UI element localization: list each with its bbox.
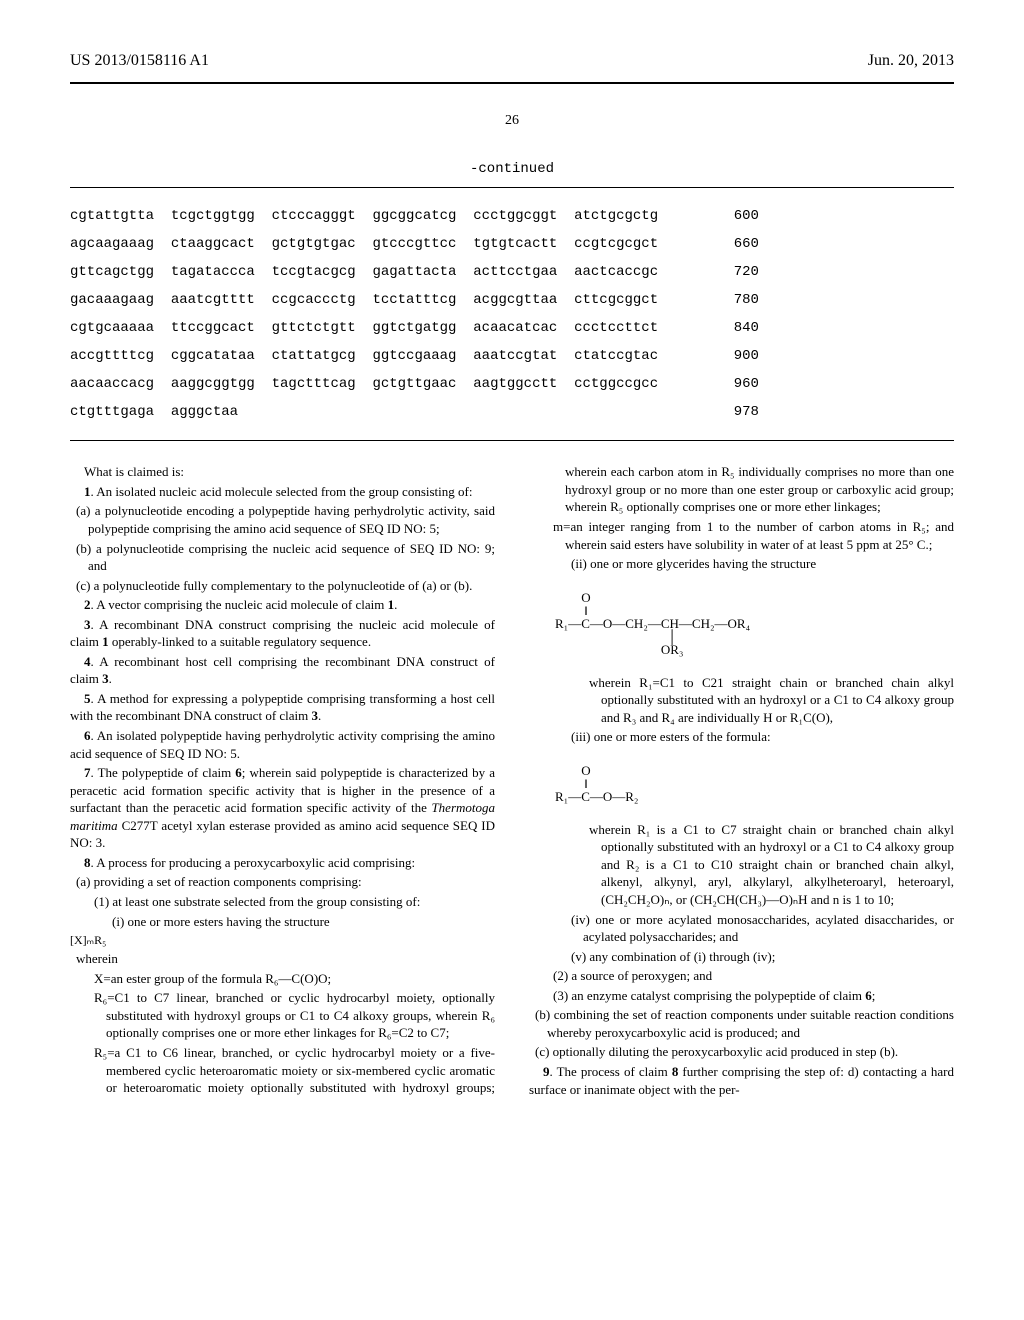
claim-8-a: (a) providing a set of reaction componen… <box>88 873 495 891</box>
claim-7: 7. The polypeptide of claim 6; wherein s… <box>70 764 495 852</box>
claim-9: 9. The process of claim 8 further compri… <box>529 1063 954 1098</box>
claim-8-a1-i: (i) one or more esters having the struct… <box>124 913 495 931</box>
header-rule <box>70 82 954 84</box>
claim-8-ii: (ii) one or more glycerides having the s… <box>583 555 954 573</box>
claim-1-b: (b) a polynucleotide comprising the nucl… <box>88 540 495 575</box>
what-is-claimed: What is claimed is: <box>70 463 495 481</box>
claim-4: 4. A recombinant host cell comprising th… <box>70 653 495 688</box>
claim-5: 5. A method for expressing a polypeptide… <box>70 690 495 725</box>
claim-1-c: (c) a polynucleotide fully complementary… <box>88 577 495 595</box>
claim-3: 3. A recombinant DNA construct comprisin… <box>70 616 495 651</box>
ester-wherein: wherein R₁ is a C1 to C7 straight chain … <box>601 821 954 909</box>
claim-2: 2. A vector comprising the nucleic acid … <box>70 596 495 614</box>
species-name: Thermotoga maritima <box>70 800 495 833</box>
sequence-continued-label: -continued <box>70 160 954 179</box>
claim-8-lead: 8. A process for producing a peroxycarbo… <box>70 854 495 872</box>
claim-6: 6. An isolated polypeptide having perhyd… <box>70 727 495 762</box>
x-definition: X=an ester group of the formula R₆—C(O)O… <box>106 970 495 988</box>
ester-structure: R₁—O‖ R₁—C—O—R₂ <box>555 764 954 803</box>
claim-8-v: (v) any combination of (i) through (iv); <box>583 948 954 966</box>
glyceride-wherein: wherein R₁=C1 to C21 straight chain or b… <box>601 674 954 727</box>
sequence-top-rule <box>70 187 954 188</box>
claim-1-a: (a) a polynucleotide encoding a polypept… <box>88 502 495 537</box>
page-number: 26 <box>70 112 954 131</box>
claim-8-a1: (1) at least one substrate selected from… <box>106 893 495 911</box>
claim-8-2: (2) a source of peroxygen; and <box>565 967 954 985</box>
claim-8-b: (b) combining the set of reaction compon… <box>547 1006 954 1041</box>
dna-sequence-listing: cgtattgtta tcgctggtgg ctcccagggt ggcggca… <box>70 202 954 426</box>
claim-8-iii: (iii) one or more esters of the formula: <box>583 728 954 746</box>
m-definition: m=an integer ranging from 1 to the numbe… <box>565 518 954 553</box>
pub-number: US 2013/0158116 A1 <box>70 50 209 72</box>
claim-8-c: (c) optionally diluting the peroxycarbox… <box>547 1043 954 1061</box>
wherein-label: wherein <box>88 950 495 968</box>
pub-date: Jun. 20, 2013 <box>868 50 954 72</box>
r6-definition: R₆=C1 to C7 linear, branched or cyclic h… <box>106 989 495 1042</box>
claim-8-3: (3) an enzyme catalyst comprising the po… <box>565 987 954 1005</box>
formula-xmr5: [X]ₘR₅ <box>70 932 495 948</box>
claim-1-lead: 1. 1. An isolated nucleic acid molecule … <box>70 483 495 501</box>
claim-8-iv: (iv) one or more acylated monosaccharide… <box>583 911 954 946</box>
glyceride-structure: R₁—O‖ R₁—C—O—CH₂—CH—CH₂—OR₄ R₁—C—O—CH₂—│… <box>555 591 954 656</box>
sequence-bottom-rule <box>70 440 954 441</box>
